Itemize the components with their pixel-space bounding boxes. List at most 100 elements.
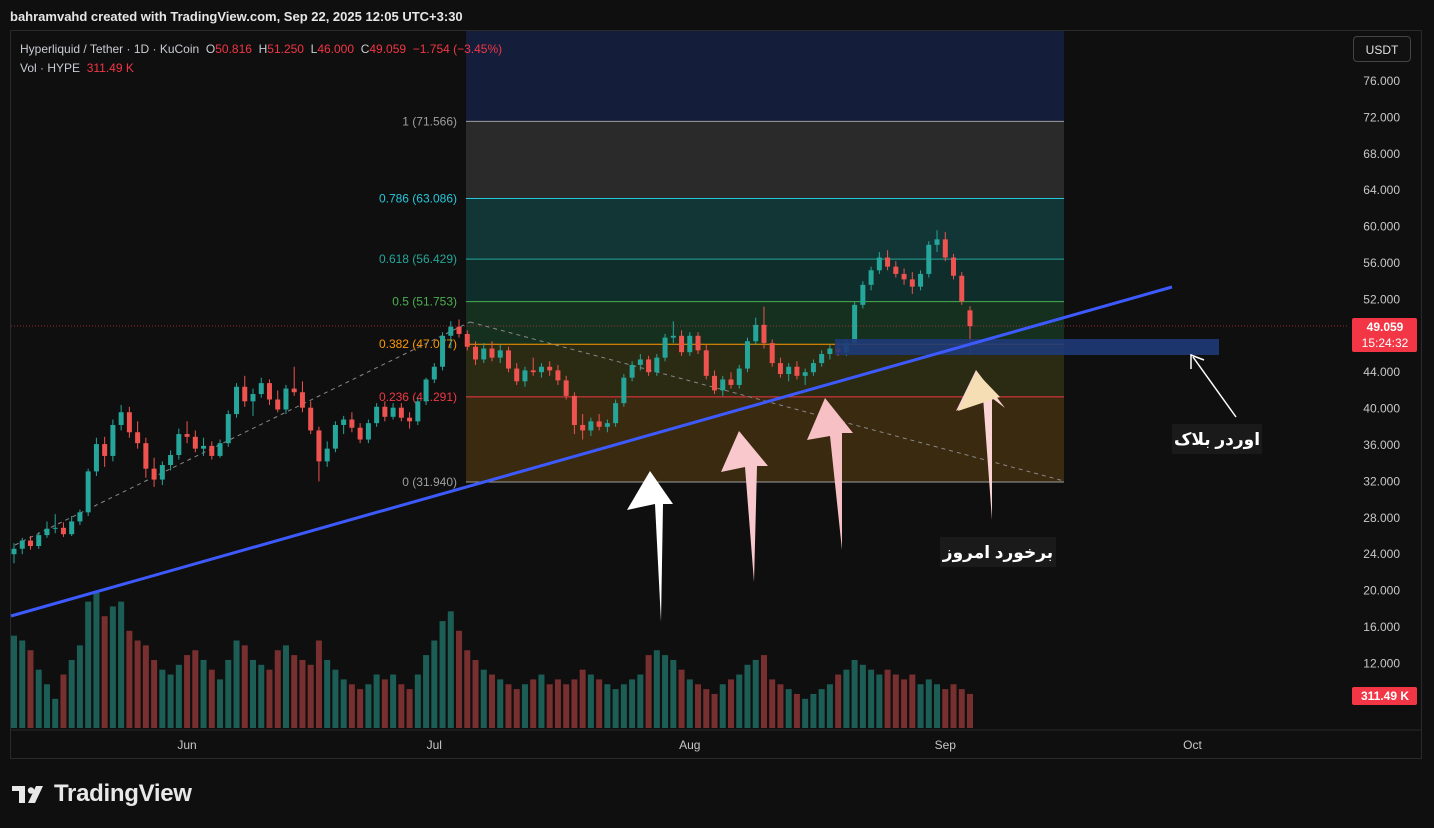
trendline[interactable] bbox=[10, 285, 1173, 618]
candle-body bbox=[885, 257, 891, 267]
candle-body bbox=[538, 366, 544, 373]
volume-bar bbox=[159, 669, 166, 728]
volume-bar bbox=[381, 679, 388, 728]
candle-body bbox=[810, 363, 816, 373]
fib-zone bbox=[466, 121, 1064, 199]
candle bbox=[637, 354, 643, 371]
candle-body bbox=[514, 368, 520, 382]
candle bbox=[942, 232, 948, 262]
volume-bar bbox=[480, 669, 487, 728]
candle bbox=[275, 390, 281, 413]
candle-body bbox=[308, 407, 314, 431]
time-tick-label: Jun bbox=[177, 738, 196, 752]
candle bbox=[102, 436, 108, 467]
arrow-up-icon bbox=[807, 398, 853, 550]
volume-bar bbox=[686, 679, 693, 728]
arrow-up-icon bbox=[721, 431, 768, 582]
candle bbox=[143, 437, 149, 478]
candle-body bbox=[604, 423, 610, 427]
close-value: 49.059 bbox=[369, 42, 407, 56]
candle-body bbox=[176, 434, 182, 456]
volume-bar bbox=[19, 640, 26, 728]
candle bbox=[110, 419, 116, 462]
candle bbox=[736, 364, 742, 389]
volume-bar bbox=[530, 679, 537, 728]
symbol-label[interactable]: Hyperliquid / Tether · 1D · KuCoin bbox=[20, 42, 200, 56]
volume-bar bbox=[859, 664, 866, 728]
tradingview-logo[interactable]: TradingView bbox=[12, 780, 192, 808]
candle-body bbox=[522, 370, 528, 382]
candle bbox=[234, 383, 240, 418]
candle bbox=[613, 399, 619, 427]
candle-body bbox=[85, 471, 91, 513]
candle-body bbox=[613, 403, 619, 424]
candle-body bbox=[547, 366, 553, 371]
volume-bar bbox=[315, 640, 322, 728]
volume-bar bbox=[579, 669, 586, 728]
candle bbox=[440, 332, 446, 371]
candle-body bbox=[201, 445, 207, 449]
candle bbox=[670, 321, 676, 344]
candle-body bbox=[555, 370, 561, 381]
volume-bar bbox=[27, 650, 34, 728]
candle-body bbox=[489, 348, 495, 358]
price-badges: 49.059 15:24:32 311.49 K bbox=[1352, 318, 1417, 705]
candle-body bbox=[703, 350, 709, 376]
candle-body bbox=[753, 324, 759, 342]
candle-body bbox=[654, 357, 660, 373]
candle-body bbox=[646, 359, 652, 373]
price-tick-label: 52.000 bbox=[1363, 292, 1400, 306]
candle-body bbox=[860, 284, 866, 305]
volume-bar bbox=[736, 674, 743, 728]
volume-bar bbox=[719, 684, 726, 728]
candle-body bbox=[440, 335, 446, 367]
candle-body bbox=[670, 335, 676, 338]
candle bbox=[258, 377, 264, 398]
volume-bar bbox=[282, 645, 289, 728]
last-price-value: 49.059 bbox=[1367, 320, 1404, 334]
order-block-zone[interactable] bbox=[835, 339, 1219, 355]
volume-bar bbox=[752, 659, 759, 728]
currency-unit-button[interactable]: USDT bbox=[1353, 36, 1411, 62]
candle bbox=[464, 330, 470, 351]
arrow-tip-icon bbox=[958, 372, 1000, 411]
candle-body bbox=[118, 412, 124, 425]
candle bbox=[209, 441, 215, 460]
candle-body bbox=[374, 406, 380, 424]
dashed-guide-rising bbox=[14, 321, 471, 546]
volume-bar bbox=[299, 659, 306, 728]
price-tick-label: 32.000 bbox=[1363, 474, 1400, 488]
candle bbox=[876, 252, 882, 274]
candle bbox=[720, 375, 726, 396]
volume-bar bbox=[884, 669, 891, 728]
volume-bar bbox=[777, 684, 784, 728]
candle-body bbox=[695, 335, 701, 351]
candle bbox=[168, 450, 174, 471]
volume-bar bbox=[472, 659, 479, 728]
high-label: H bbox=[258, 42, 268, 56]
candle bbox=[728, 372, 734, 389]
candle bbox=[885, 250, 891, 271]
candle bbox=[407, 412, 413, 429]
candle-body bbox=[250, 394, 256, 402]
fib-label: 0.5 (51.753) bbox=[392, 295, 457, 309]
top-bar: bahramvahd created with TradingView.com,… bbox=[0, 0, 1434, 30]
fib-zone bbox=[466, 396, 1064, 482]
volume-bar bbox=[917, 684, 924, 728]
fib-zone bbox=[466, 198, 1064, 260]
volume-bar bbox=[645, 655, 652, 728]
fib-label: 1 (71.566) bbox=[402, 114, 457, 128]
candle-body bbox=[283, 388, 289, 410]
candle bbox=[588, 417, 594, 436]
low-value: 46.000 bbox=[317, 42, 355, 56]
candle-body bbox=[464, 333, 470, 347]
volume-bar bbox=[398, 684, 405, 728]
price-tick-label: 16.000 bbox=[1363, 620, 1400, 634]
candle bbox=[291, 366, 297, 396]
candle bbox=[93, 437, 99, 476]
volume-bar bbox=[167, 674, 174, 728]
candle-body bbox=[102, 444, 108, 456]
candle-body bbox=[942, 239, 948, 258]
arrow-up-icon bbox=[627, 471, 673, 622]
